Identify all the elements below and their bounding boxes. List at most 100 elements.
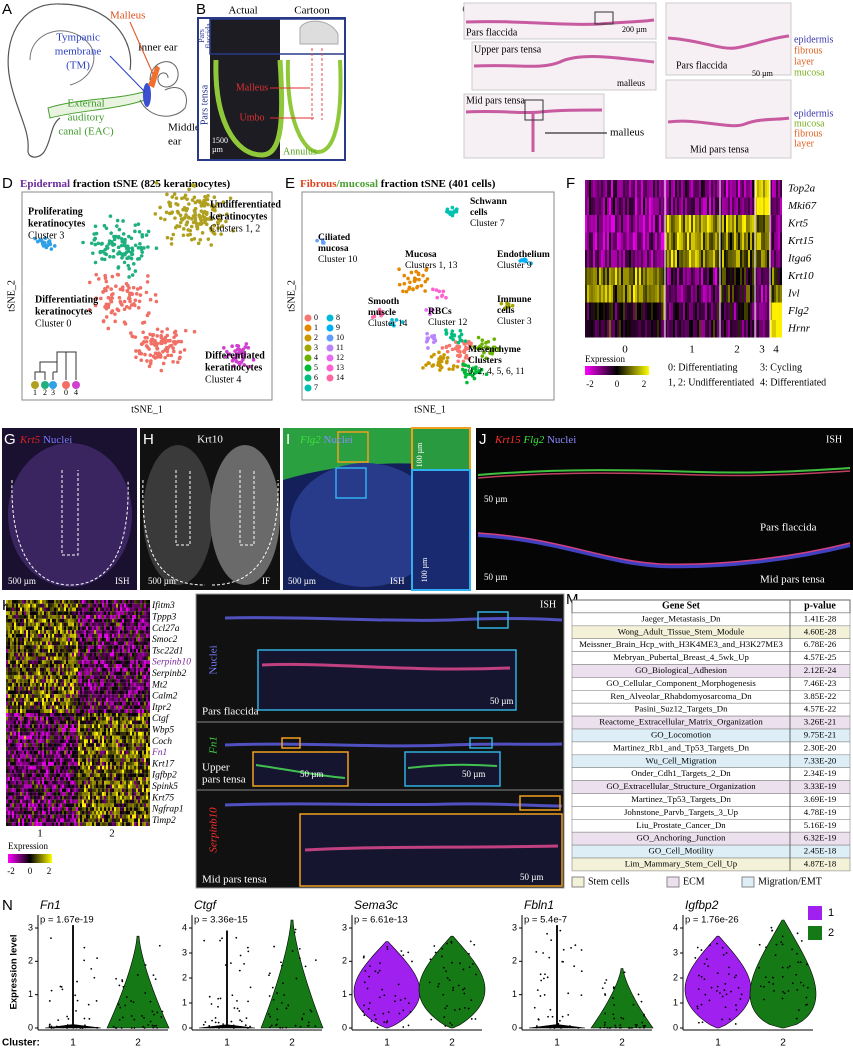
heat-cell	[701, 302, 703, 320]
heat-cell	[74, 667, 76, 672]
heat-cell	[72, 645, 74, 649]
heat-cell	[60, 694, 62, 698]
annulus-cartoon	[285, 59, 343, 155]
heat-cell	[82, 645, 84, 649]
heat-cell	[108, 641, 110, 646]
heat-cell	[48, 656, 50, 661]
outline	[11, 470, 129, 586]
heat-cell	[28, 697, 30, 702]
heat-cell	[70, 701, 72, 706]
heat-cell	[18, 709, 20, 713]
heat-cell	[56, 645, 58, 649]
cell-dot	[109, 231, 113, 235]
label: Krt10	[197, 434, 223, 446]
heat-cell	[120, 626, 122, 631]
heat-cell	[134, 728, 136, 732]
heat-cell	[78, 645, 80, 649]
heat-cell	[146, 739, 148, 744]
heat-cell	[60, 716, 62, 721]
heat-cell	[631, 232, 633, 250]
heat-cell	[120, 686, 122, 691]
heat-cell	[16, 697, 18, 702]
heat-cell	[46, 611, 48, 616]
heat-cell	[633, 250, 635, 268]
heat-cell	[687, 267, 689, 285]
heat-cell	[124, 641, 126, 646]
heat-cell	[148, 713, 150, 717]
heat-cell	[144, 607, 146, 612]
label: ISH	[826, 434, 842, 445]
heat-cell	[112, 682, 114, 687]
cell-dot	[463, 339, 468, 343]
heat-cell	[703, 215, 705, 233]
heat-cell	[90, 720, 92, 725]
tissue	[8, 443, 132, 587]
heat-cell	[770, 285, 772, 303]
heat-cell	[34, 615, 36, 619]
heat-cell	[6, 713, 8, 717]
heat-cell	[90, 705, 92, 710]
heat-cell	[22, 701, 24, 706]
heat-cell	[589, 232, 591, 250]
heat-cell	[58, 758, 60, 762]
heat-cell	[699, 250, 701, 268]
heat-cell	[34, 664, 36, 668]
cell-dot	[241, 347, 245, 352]
heat-cell	[631, 320, 633, 338]
heat-cell	[26, 720, 28, 725]
heat-cell	[593, 320, 595, 338]
heat-cell	[140, 600, 142, 604]
heat-cell	[122, 728, 124, 732]
cell-dot	[231, 228, 235, 233]
heat-cell	[106, 656, 108, 661]
heat-cell	[28, 664, 30, 668]
label: 4	[773, 344, 779, 356]
heat-cell	[755, 250, 757, 268]
cell-dot	[491, 345, 496, 350]
cell-dot	[174, 340, 179, 345]
heat-cell	[96, 754, 98, 759]
heat-cell	[18, 758, 20, 762]
heat-cell	[100, 682, 102, 687]
heat-cell	[54, 671, 56, 676]
heat-cell	[70, 754, 72, 759]
heat-cell	[6, 705, 8, 710]
heat-cell	[70, 630, 72, 634]
heat-cell	[76, 701, 78, 706]
heat-cell	[110, 709, 112, 713]
heat-cell	[695, 180, 697, 198]
heat-cell	[26, 679, 28, 683]
heat-cell	[54, 758, 56, 762]
heat-cell	[16, 633, 18, 638]
heat-cell	[8, 743, 10, 747]
heat-cell	[118, 679, 120, 683]
heat-cell	[22, 675, 24, 680]
label: 7	[314, 383, 318, 392]
heat-cell	[70, 656, 72, 661]
heat-cell	[122, 622, 124, 627]
heat-cell	[46, 731, 48, 736]
heat-cell	[120, 607, 122, 612]
heat-cell	[18, 637, 20, 642]
heat-cell	[12, 731, 14, 736]
heat-cell	[56, 622, 58, 627]
cell-dot	[153, 212, 158, 216]
heat-cell	[126, 607, 128, 612]
heat-cell	[633, 302, 635, 320]
heat-cell	[26, 671, 28, 676]
heat-cell	[6, 716, 8, 721]
heat-cell	[78, 716, 80, 721]
heat-cell	[58, 679, 60, 683]
heat-cell	[66, 641, 68, 646]
heat-cell	[720, 180, 722, 198]
label: Cluster 0	[35, 318, 71, 329]
heat-cell	[58, 746, 60, 751]
heat-cell	[138, 720, 140, 725]
heat-cell	[66, 679, 68, 683]
heat-cell	[639, 250, 641, 268]
heat-cell	[14, 603, 16, 608]
heat-cell	[744, 215, 746, 233]
heat-cell	[767, 197, 769, 215]
heat-cell	[78, 664, 80, 668]
cell-dot	[231, 356, 236, 361]
